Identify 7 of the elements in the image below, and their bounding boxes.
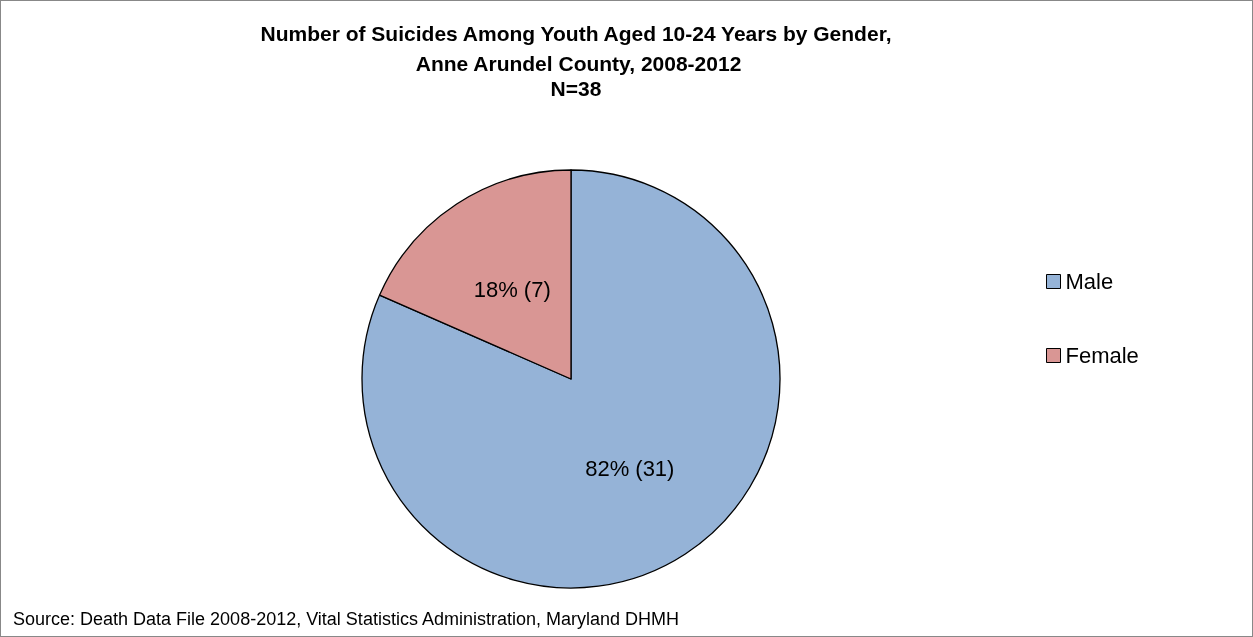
source-note: Source: Death Data File 2008-2012, Vital Statistics Administration, Maryland DHMH — [13, 609, 679, 629]
legend-label: Male — [1065, 269, 1114, 294]
chart-title: Number of Suicides Among Youth Aged 10-24 Years by Gender, Anne Arundel County, 2008-2012 — [260, 21, 892, 75]
data-label: 18% (7) — [473, 276, 551, 302]
legend-label: Female — [1065, 343, 1139, 368]
chart-subtitle: N=38 — [550, 77, 602, 100]
data-label: 82% (31) — [585, 456, 675, 482]
